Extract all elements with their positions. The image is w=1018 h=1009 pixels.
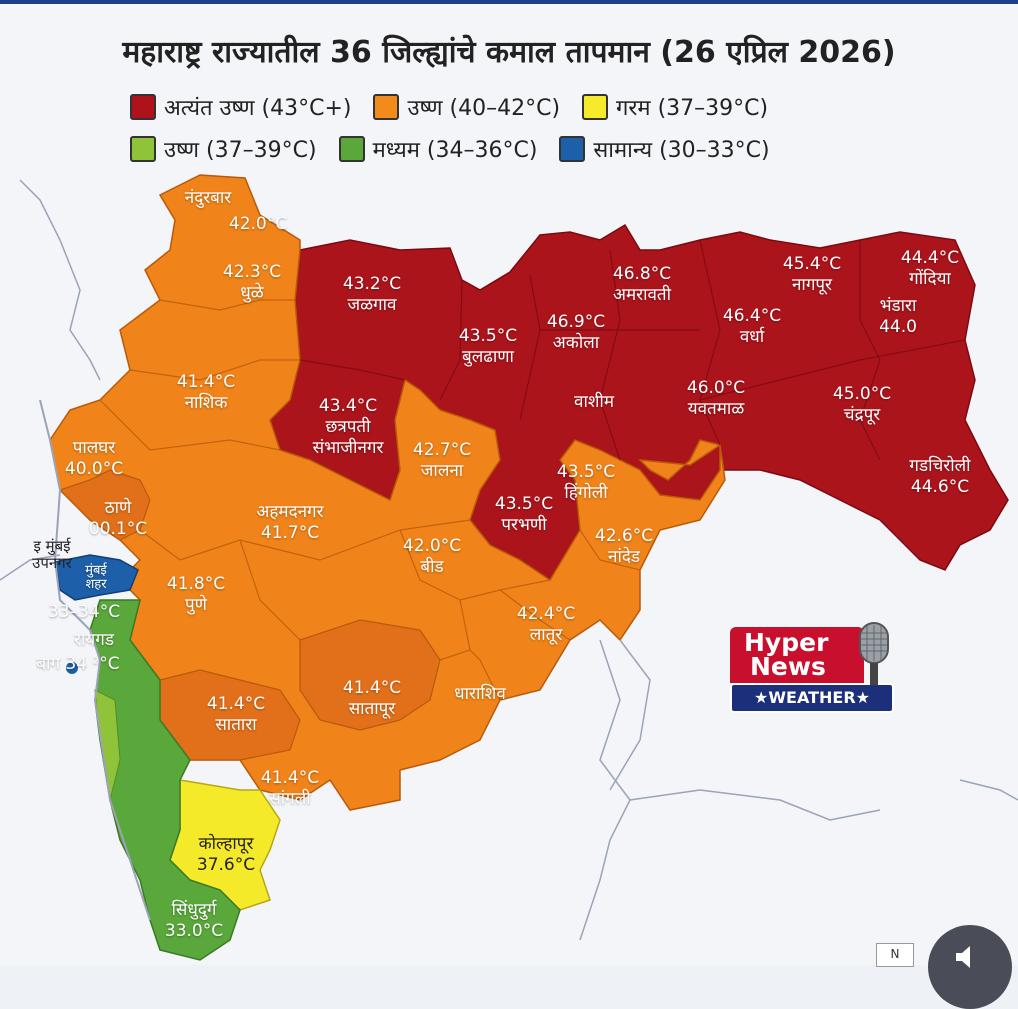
label-gadchiroli: गडचिरोली 44.6°C (909, 456, 971, 497)
label-pune: 41.8°C पुणे (166, 574, 226, 615)
legend-swatch (582, 94, 609, 120)
label-beed: 42.0°C बीड (402, 536, 462, 577)
label-ratnagiri: बाग 34 ²°C (36, 654, 120, 674)
label-jalna: 42.7°C जालना (412, 440, 472, 481)
district-thane (58, 469, 151, 541)
label-thane: ठाणे 00.1°C (88, 498, 148, 539)
label-amravati: 46.8°C अमरावती (612, 264, 672, 305)
label-nandurbar: नंदुरबार (184, 188, 232, 208)
legend-item-normal: सामान्य (30–33°C) (559, 134, 770, 164)
label-gondia: 44.4°C गोंदिया (900, 248, 960, 289)
label-palghar: पालघर 40.0°C (64, 438, 124, 479)
label-jalgaon: 43.2°C जळगाव (342, 274, 402, 315)
top-bar (0, 0, 1018, 4)
label-mumbai-suburb: इ मुंबई उपनगर (32, 537, 72, 572)
region-blue (54, 554, 139, 601)
map-title: महाराष्ट्र राज्यातील 36 जिल्ह्यांचे कमाल… (122, 35, 896, 70)
label-kolhapur: कोल्हापूर 37.6°C (196, 834, 256, 875)
label-ahmednagar: अहमदनगर 41.7°C (256, 502, 324, 543)
label-mumbai-temp: 33–34°C (47, 602, 121, 622)
legend-label: सामान्य (30–33°C) (593, 138, 770, 163)
legend-label: मध्यम (34–36°C) (372, 138, 538, 163)
label-washim: वाशीम (574, 392, 614, 412)
mute-button[interactable] (928, 925, 1012, 1009)
label-akola: 46.9°C अकोला (546, 312, 606, 353)
legend-item-extreme: अत्यंत उष्ण (43°C+) (130, 92, 351, 122)
legend-swatch (130, 94, 156, 120)
badge-line-2: News (750, 652, 826, 681)
legend-label: गरम (37–39°C) (616, 96, 769, 121)
compass-box: N (876, 943, 914, 967)
badge-weather-strip: ★WEATHER★ (730, 683, 894, 713)
legend-swatch (373, 94, 400, 120)
badge-line-1: Hyper (744, 628, 829, 657)
label-chandrapur: 45.0°C चंद्रपूर (832, 384, 892, 425)
legend-item-warm: गरम (37–39°C) (582, 92, 768, 122)
legend-row-2: उष्ण (37–39°C) मध्यम (34–36°C) सामान्य (… (130, 134, 770, 164)
label-bhandara: भंडारा 44.0 (879, 296, 917, 337)
legend-item-light-green: उष्ण (37–39°C) (130, 134, 317, 164)
badge-logo-text: Hyper News (730, 627, 864, 683)
label-dhule: 42.3°C धुळे (222, 262, 282, 303)
label-hingoli: 43.5°C हिंगोली (556, 462, 616, 503)
label-nanded: 42.6°C नांदेड (594, 526, 654, 567)
legend-label: उष्ण (40–42°C) (407, 96, 561, 121)
label-dharashiv: धाराशिव (454, 684, 506, 704)
legend-row-1: अत्यंत उष्ण (43°C+) उष्ण (40–42°C) गरम (… (130, 92, 768, 122)
district-solapur (299, 619, 441, 731)
legend-swatch (338, 136, 365, 162)
label-parbhani: 43.5°C परभणी (494, 494, 554, 535)
label-raigad: रायगड (74, 630, 114, 650)
legend-item-moderate: मध्यम (34–36°C) (338, 134, 538, 164)
label-satara: 41.4°C सातारा (206, 694, 266, 735)
mumbai-dot (66, 662, 78, 674)
legend-swatch (559, 136, 586, 162)
legend-label: अत्यंत उष्ण (43°C+) (164, 96, 352, 121)
label-sambhajinagar: 43.4°C छत्रपती संभाजीनगर (312, 396, 384, 458)
label-buldhana: 43.5°C बुलढाणा (458, 326, 518, 367)
legend-item-hot: उष्ण (40–42°C) (373, 92, 560, 122)
label-sindhudurg: सिंधुदुर्ग 33.0°C (164, 900, 224, 941)
microphone-icon (859, 622, 889, 685)
legend-label: उष्ण (37–39°C) (164, 138, 317, 163)
maharashtra-map (0, 174, 1018, 961)
label-nandurbar-temp: 42.0°C (228, 214, 288, 234)
label-sangli: 41.4°C सांगली (260, 768, 320, 809)
label-yavatmal: 46.0°C यवतमाळ (686, 378, 746, 419)
label-nagpur: 45.4°C नागपूर (782, 254, 842, 295)
label-nashik: 41.4°C नाशिक (176, 372, 236, 413)
label-mumbai-city: मुंबई शहर (85, 563, 107, 592)
hypernews-weather-badge: Hyper News ★WEATHER★ (730, 622, 896, 717)
label-latur: 42.4°C लातूर (516, 604, 576, 645)
speaker-icon (956, 946, 970, 968)
label-solapur: 41.4°C सातापूर (342, 678, 402, 719)
label-wardha: 46.4°C वर्धा (722, 306, 782, 347)
legend-swatch (130, 136, 156, 162)
